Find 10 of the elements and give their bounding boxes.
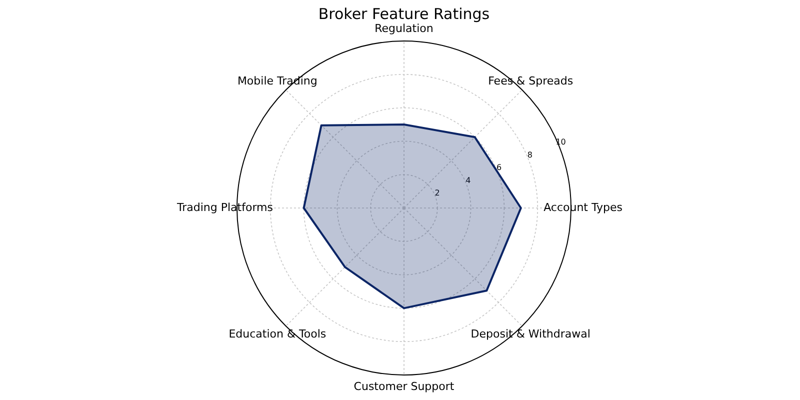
y-tick-label: 6 <box>496 163 502 172</box>
y-tick-label: 8 <box>527 150 532 160</box>
spoke-label: Fees & Spreads <box>488 74 574 88</box>
spoke-label: Customer Support <box>354 380 455 394</box>
chart-title: Broker Feature Ratings <box>318 4 490 23</box>
spoke-label: Deposit & Withdrawal <box>470 328 590 341</box>
spoke-label: Education & Tools <box>228 328 326 341</box>
y-tick-label: 4 <box>466 176 471 185</box>
y-tick-label: 2 <box>434 188 440 198</box>
spoke-label: Regulation <box>374 22 434 35</box>
